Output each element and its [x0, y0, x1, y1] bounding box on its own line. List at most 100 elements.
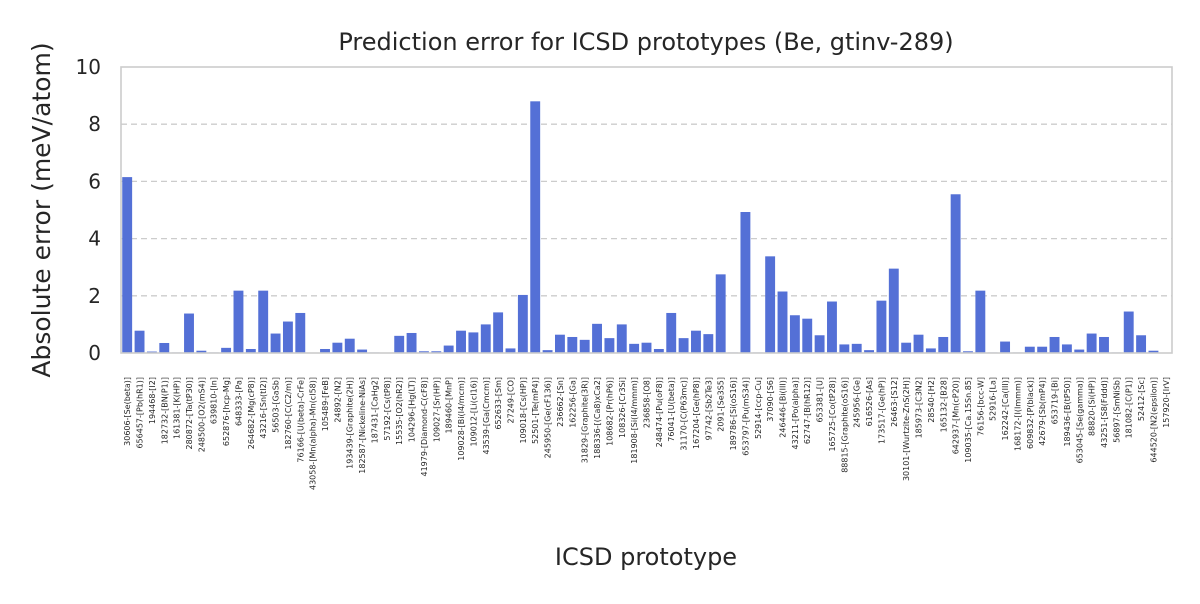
x-tick-label: 245956-[Ge]	[853, 377, 862, 428]
bar	[493, 312, 503, 353]
bar	[345, 339, 355, 353]
x-tick-label: 188336-[(Ca8)xCa2]	[593, 377, 602, 459]
bar	[271, 334, 281, 353]
x-tick-label: 105489-[FeB]	[321, 377, 330, 431]
x-tick-label: 181908-[Si(I4/mmm)]	[630, 377, 639, 464]
bar	[889, 269, 899, 353]
bar	[716, 274, 726, 353]
bar	[1124, 312, 1134, 353]
x-tick-label: 56897-[SmNiSb]	[1112, 377, 1121, 443]
bar	[456, 331, 466, 353]
x-tick-label: 173517-[Ge(hP)]	[877, 377, 886, 444]
x-tick-label: 652876-[hcp-Mg]	[222, 377, 231, 446]
bar	[1025, 347, 1035, 353]
bar	[468, 332, 478, 353]
x-tick-label: 28540-[H2]	[927, 377, 936, 423]
bar	[617, 324, 627, 353]
bar	[592, 324, 602, 353]
x-tick-label: 43058-[Mn(alpha)-Mn(cI58)]	[309, 377, 318, 490]
x-tick-label: 652633-[Sm]	[494, 377, 503, 430]
bar	[295, 313, 305, 353]
x-tick-label: 653797-[Pu(mS34)]	[741, 377, 750, 456]
x-tick-label: 157920-[IrV]	[1162, 377, 1171, 428]
x-tick-label: 43539-[Ga(Cmcm)]	[482, 377, 491, 455]
bar	[1136, 335, 1146, 353]
bar	[679, 338, 689, 353]
bar	[555, 335, 565, 353]
bar	[666, 313, 676, 353]
x-tick-label: 165132-[B28]	[939, 377, 948, 432]
x-tick-label: 189786-[Si(oS16)]	[729, 377, 738, 450]
x-tick-label: 56503-[GaSb]	[272, 377, 281, 433]
y-tick-label: 6	[88, 169, 101, 193]
bar	[407, 333, 417, 353]
bar	[629, 344, 639, 353]
x-tick-label: 109035-[Ca.15Sn.85]	[964, 377, 973, 463]
bar	[444, 346, 454, 353]
x-tick-label: 76156-[bcc-W]	[976, 377, 985, 436]
bar	[184, 314, 194, 353]
x-tick-label: 31829-[Graphite(3R)]	[581, 377, 590, 463]
bar	[914, 335, 924, 353]
x-tick-label: 236662-[Sn]	[556, 377, 565, 427]
x-tick-label: 236858-[O8]	[643, 377, 652, 428]
bar	[691, 331, 701, 353]
x-tick-label: 15535-[O2(hR2)]	[395, 377, 404, 445]
bar	[481, 324, 491, 353]
x-tick-label: 616526-[As]	[865, 377, 874, 426]
bar	[815, 335, 825, 353]
x-tick-label: 168172-[I(Immm)]	[1013, 377, 1022, 451]
x-tick-label: 181082-[C(P1)]	[1125, 377, 1134, 438]
bar	[975, 291, 985, 353]
x-tick-label: 43216-[Sn(tI2)]	[259, 377, 268, 439]
bar	[852, 344, 862, 353]
x-tick-label: 76166-[U(beta)-CrFe]	[296, 377, 305, 463]
x-tick-label: 182760-[C(C2/m)]	[284, 377, 293, 450]
x-tick-label: 2091-[Se3S5]	[717, 377, 726, 432]
x-tick-label: 27249-[CO]	[506, 377, 515, 423]
x-tick-label: 109012-[Li(cI16)]	[469, 377, 478, 447]
x-tick-label: 109028-[Bi(I4/mcm)]	[457, 377, 466, 461]
x-tick-label: 162256-[Ga]	[568, 377, 577, 428]
x-tick-label: 189460-[MnP]	[445, 377, 454, 433]
x-tick-label: 108326-[Cr3Si]	[618, 377, 627, 438]
bar	[938, 337, 948, 353]
x-tick-label: 108682-[Pr(hP6)]	[605, 377, 614, 446]
bar	[234, 291, 244, 353]
x-tick-label: 248500-[O2(mS4)]	[197, 377, 206, 452]
y-tick-label: 4	[88, 227, 101, 251]
x-tick-label: 41979-[Diamond-C(cF8)]	[420, 377, 429, 477]
x-tick-label: 246446-[Bi(III)]	[779, 377, 788, 438]
x-tick-label: 639810-[In]	[210, 377, 219, 424]
x-tick-label: 43211-[Po(alpha)]	[791, 377, 800, 449]
bar	[122, 177, 132, 353]
bar	[394, 336, 404, 353]
x-tick-label: 248474-[Pu(oF8)]	[655, 377, 664, 447]
x-tick-label: 62747-[B(hR12)]	[803, 377, 812, 444]
bar	[135, 331, 145, 353]
x-tick-label: 88820-[Si(HP)]	[1088, 377, 1097, 436]
x-tick-label: 42679-[Sb(mP4)]	[1038, 377, 1047, 446]
x-tick-label: 653719-[Bi]	[1051, 377, 1060, 424]
x-tick-label: 52916-[La]	[989, 377, 998, 421]
bar	[703, 334, 713, 353]
x-tick-label: 653381-[U]	[816, 377, 825, 423]
bar	[642, 343, 652, 353]
bar	[790, 315, 800, 353]
bar	[518, 295, 528, 353]
x-tick-label: 52501-[Te(mP4)]	[531, 377, 540, 444]
x-tick-label: 109018-[Cs(HP)]	[519, 377, 528, 444]
bar	[1062, 344, 1072, 353]
x-tick-label: 648333-[Pa]	[234, 377, 243, 426]
x-tick-label: 644520-[N2(epsilon)]	[1149, 377, 1158, 463]
x-tick-label: 88815-[Graphite(oS16)]	[840, 377, 849, 473]
bar	[159, 343, 169, 353]
x-tick-label: 24892-[N2]	[333, 377, 342, 423]
y-tick-label: 2	[88, 284, 101, 308]
x-tick-label: 167204-[Ge(hP8)]	[692, 377, 701, 449]
x-tick-label: 656457-[Pb(hR1)]	[136, 377, 145, 449]
x-tick-label: 161381-[K(HP)]	[173, 377, 182, 439]
bar	[839, 344, 849, 353]
bar	[1000, 342, 1010, 353]
